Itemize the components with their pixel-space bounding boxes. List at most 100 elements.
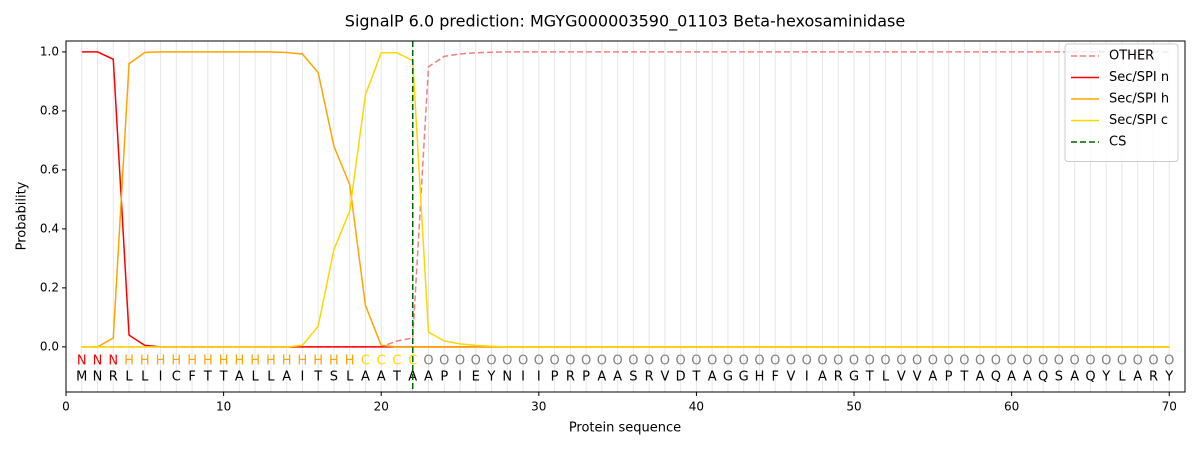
residue: A: [928, 370, 937, 385]
residue-label: H: [234, 354, 244, 369]
legend-label: OTHER: [1109, 49, 1154, 64]
residue: A: [1023, 370, 1032, 385]
residue: L: [267, 370, 275, 385]
legend-label: Sec/SPI c: [1109, 113, 1168, 128]
residue: A: [818, 370, 827, 385]
residue-label: O: [486, 354, 496, 369]
residue-label: O: [880, 354, 890, 369]
y-axis-label: Probability: [15, 181, 30, 250]
residue-label: O: [1164, 354, 1174, 369]
residue: Y: [1164, 370, 1173, 385]
residue-label: O: [676, 354, 686, 369]
residue-label: O: [865, 354, 875, 369]
residue-label: O: [628, 354, 638, 369]
residue-label: O: [691, 354, 701, 369]
y-tick-label: 0.6: [40, 162, 59, 176]
residue-label: N: [93, 354, 103, 369]
residue: A: [377, 370, 386, 385]
residue: P: [551, 370, 559, 385]
residue-label: H: [187, 354, 197, 369]
x-tick-label: 40: [689, 400, 704, 414]
residue-label: O: [943, 354, 953, 369]
x-axis-label: Protein sequence: [569, 421, 681, 436]
residue-label: O: [912, 354, 922, 369]
residue: P: [945, 370, 953, 385]
residue: G: [739, 370, 749, 385]
residue: R: [109, 370, 118, 385]
residue-label: C: [361, 354, 370, 369]
residue: C: [172, 370, 181, 385]
residue-label: O: [786, 354, 796, 369]
residue: D: [676, 370, 686, 385]
residue: I: [521, 370, 525, 385]
residue: G: [723, 370, 733, 385]
residue: L: [125, 370, 133, 385]
series-line: [81, 51, 1170, 348]
y-tick-label: 0.0: [40, 339, 59, 353]
residue: I: [159, 370, 163, 385]
plot-frame: [65, 40, 1186, 393]
y-tick-label: 0.2: [40, 280, 59, 294]
residue: R: [834, 370, 843, 385]
residue: Y: [487, 370, 496, 385]
residue-label: H: [313, 354, 323, 369]
residue: T: [959, 370, 968, 385]
y-tick-label: 0.4: [40, 221, 59, 235]
residue-label: O: [1038, 354, 1048, 369]
residue-label: O: [534, 354, 544, 369]
y-tick-label: 0.8: [40, 103, 59, 117]
residue-label: O: [1070, 354, 1080, 369]
residue-label: O: [1148, 354, 1158, 369]
residue-label: O: [581, 354, 591, 369]
residue: Q: [1038, 370, 1048, 385]
residue-label: O: [959, 354, 969, 369]
series-line: [81, 51, 1170, 348]
residue: I: [805, 370, 809, 385]
x-tick-label: 50: [846, 400, 861, 414]
legend-label: Sec/SPI n: [1109, 70, 1169, 85]
residue: A: [613, 370, 622, 385]
residue: I: [537, 370, 541, 385]
residue: A: [424, 370, 433, 385]
residue-label: O: [1133, 354, 1143, 369]
residue-label: H: [329, 354, 339, 369]
residue-label: O: [754, 354, 764, 369]
residue-label: N: [77, 354, 87, 369]
residue-label: O: [833, 354, 843, 369]
residue: A: [282, 370, 291, 385]
residue: I: [300, 370, 304, 385]
residue: T: [691, 370, 700, 385]
residue-label: O: [1101, 354, 1111, 369]
residue-label: O: [723, 354, 733, 369]
residue-label: H: [156, 354, 166, 369]
residue: R: [566, 370, 575, 385]
residue-label: O: [975, 354, 985, 369]
residue-label: O: [991, 354, 1001, 369]
x-tick-label: 30: [531, 400, 546, 414]
legend-box: [1064, 43, 1179, 162]
residue: A: [976, 370, 985, 385]
residue-label: H: [282, 354, 292, 369]
residue-label: O: [597, 354, 607, 369]
residue: Y: [1101, 370, 1110, 385]
residue-label: H: [203, 354, 213, 369]
residue-label: O: [928, 354, 938, 369]
residue: L: [252, 370, 260, 385]
residue-label: H: [250, 354, 260, 369]
residue: V: [787, 370, 796, 385]
residue: A: [597, 370, 606, 385]
residue: N: [502, 370, 512, 385]
residue: E: [472, 370, 480, 385]
residue: T: [865, 370, 874, 385]
residue-label: O: [896, 354, 906, 369]
residue-label: O: [817, 354, 827, 369]
residue: L: [346, 370, 354, 385]
residue: G: [849, 370, 859, 385]
residue: P: [582, 370, 590, 385]
x-tick-label: 70: [1162, 400, 1177, 414]
residue: A: [1133, 370, 1142, 385]
residue: V: [660, 370, 669, 385]
residue-label: O: [455, 354, 465, 369]
residue-label: H: [345, 354, 355, 369]
